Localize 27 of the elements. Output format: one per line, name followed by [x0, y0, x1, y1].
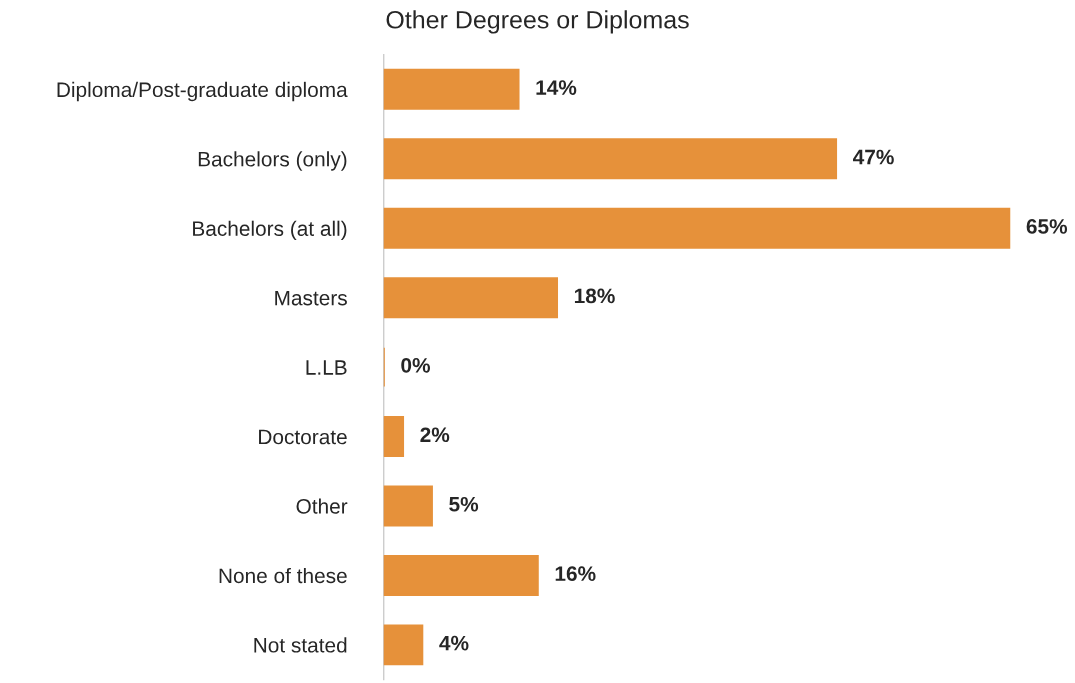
y-tick-label: Other — [296, 498, 348, 514]
bar — [383, 624, 424, 666]
data-label: 2% — [420, 427, 450, 443]
data-label: 14% — [536, 80, 577, 95]
bar — [383, 416, 405, 458]
data-label: 5% — [449, 496, 479, 512]
y-tick-label: Diploma/Post-graduate diploma — [57, 81, 348, 102]
y-tick-label: None of these — [219, 567, 347, 584]
data-label: 65% — [1026, 219, 1068, 234]
data-label: 4% — [439, 635, 469, 651]
bar — [383, 554, 539, 596]
y-tick-label: Masters — [275, 290, 347, 306]
data-label: 18% — [574, 288, 615, 304]
bar — [383, 68, 520, 110]
data-label: 0% — [401, 357, 430, 373]
bar — [383, 277, 559, 319]
bar — [383, 485, 433, 527]
y-tick-label: Bachelors (at all) — [193, 220, 347, 241]
y-tick-label: Bachelors (only) — [198, 151, 347, 171]
bar — [383, 138, 838, 180]
data-label: 47% — [853, 149, 894, 165]
data-label: 16% — [555, 566, 596, 582]
chart-title: Other Degrees or Diplomas — [386, 10, 689, 34]
y-tick-label: Doctorate — [259, 429, 347, 445]
bar — [383, 207, 1011, 249]
y-tick-label: Not stated — [254, 637, 347, 653]
y-tick-label: L.LB — [306, 360, 347, 375]
